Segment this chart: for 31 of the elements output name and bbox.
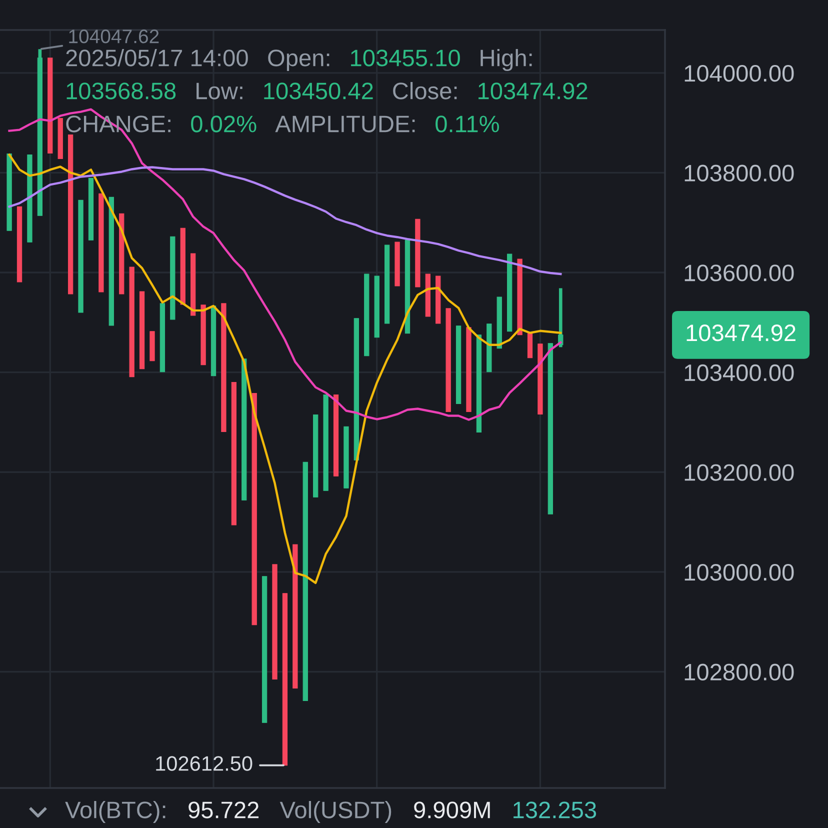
line-series xyxy=(8,154,562,584)
text: 9.909M xyxy=(414,802,490,818)
text: 132.253 xyxy=(514,802,596,818)
y-tick-label: 103800.00 xyxy=(684,164,794,182)
y-tick-label: 103000.00 xyxy=(684,564,794,581)
candlestick xyxy=(558,288,564,348)
text: Vol(BTC): xyxy=(65,800,166,823)
annotation: 103568.58 xyxy=(66,82,176,100)
text: 95.722 xyxy=(188,802,259,818)
line-series xyxy=(8,166,562,276)
annotation: 103455.10 xyxy=(351,50,460,66)
annotation: 103450.42 xyxy=(264,82,373,100)
annotation: Close: xyxy=(393,82,457,100)
annotation: High: xyxy=(480,48,532,72)
y-tick-label: 103600.00 xyxy=(684,264,794,282)
y-tick-label: 104000.00 xyxy=(684,64,794,82)
annotation: 103474.92 xyxy=(478,82,588,100)
annotation: 2025/05/17 14:00 xyxy=(66,48,248,66)
y-tick-label: 103200.00 xyxy=(684,464,794,481)
line-series xyxy=(8,108,562,421)
y-tick-label: 102800.00 xyxy=(684,664,794,681)
text: Vol(USDT) xyxy=(280,800,392,823)
text: 103474.92 xyxy=(686,324,796,342)
annotation: AMPLITUDE: xyxy=(275,116,415,132)
annotation: 102612.50 xyxy=(156,756,252,771)
annotation: Low: xyxy=(196,82,242,100)
annotation: 0.02% xyxy=(191,116,256,132)
annotation: Open: xyxy=(268,50,330,72)
annotation: 104047.62 xyxy=(69,29,159,44)
y-tick-label: 103400.00 xyxy=(684,364,794,382)
annotation: 0.11% xyxy=(436,116,499,132)
